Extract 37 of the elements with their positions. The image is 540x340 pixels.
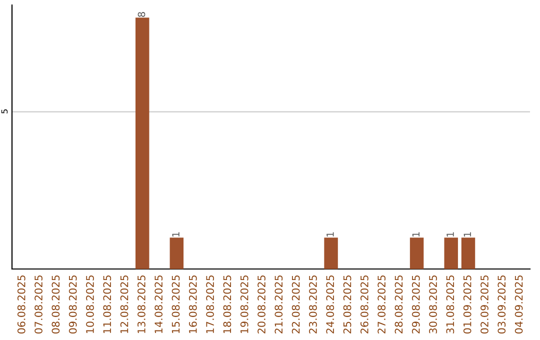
x-tick-label: 16.08.2025 [188, 275, 197, 334]
x-tick-label: 30.08.2025 [429, 275, 437, 334]
x-tick-label: 08.08.2025 [52, 275, 60, 334]
x-tick-label: 17.08.2025 [206, 275, 214, 334]
data-label: 1 [172, 232, 180, 237]
x-tick-label: 18.08.2025 [223, 275, 232, 334]
x-tick-label: 23.08.2025 [309, 275, 317, 334]
x-tick-label: 27.08.2025 [378, 275, 386, 334]
x-tick-label: 02.09.2025 [480, 275, 488, 334]
x-tick-label: 03.09.2025 [498, 275, 506, 334]
data-label: 1 [464, 232, 471, 237]
x-tick-label: 14.08.2025 [154, 275, 163, 334]
x-tick-label: 31.08.2025 [446, 275, 454, 334]
x-tick-label: 01.09.2025 [463, 275, 472, 334]
x-tick-label: 21.08.2025 [274, 275, 283, 334]
x-tick-label: 06.08.2025 [17, 275, 26, 334]
data-label: 1 [326, 232, 334, 237]
x-tick-label: 28.08.2025 [394, 275, 403, 334]
x-tick-label: 13.08.2025 [138, 275, 146, 334]
data-label: 8 [138, 12, 146, 17]
x-tick-label: 12.08.2025 [120, 275, 128, 334]
x-tick-label: 10.08.2025 [86, 275, 94, 334]
x-tick-label: 15.08.2025 [172, 275, 180, 334]
x-tick-label: 07.08.2025 [34, 275, 42, 334]
x-tick-label: 19.08.2025 [240, 275, 248, 334]
x-tick-label: 29.08.2025 [412, 275, 420, 334]
y-tick-label: 5 [1, 109, 8, 114]
x-tick-label: 26.08.2025 [360, 275, 368, 334]
x-tick-label: 04.09.2025 [514, 275, 523, 334]
x-tick-label: 11.08.2025 [103, 275, 112, 334]
x-tick-label: 25.08.2025 [343, 275, 352, 334]
x-tick-label: 22.08.2025 [292, 275, 300, 334]
x-tick-label: 24.08.2025 [326, 275, 334, 334]
x-tick-label: 20.08.2025 [258, 275, 266, 334]
data-label: 1 [446, 232, 454, 237]
x-tick-label: 09.08.2025 [68, 275, 77, 334]
data-label: 1 [412, 232, 420, 237]
